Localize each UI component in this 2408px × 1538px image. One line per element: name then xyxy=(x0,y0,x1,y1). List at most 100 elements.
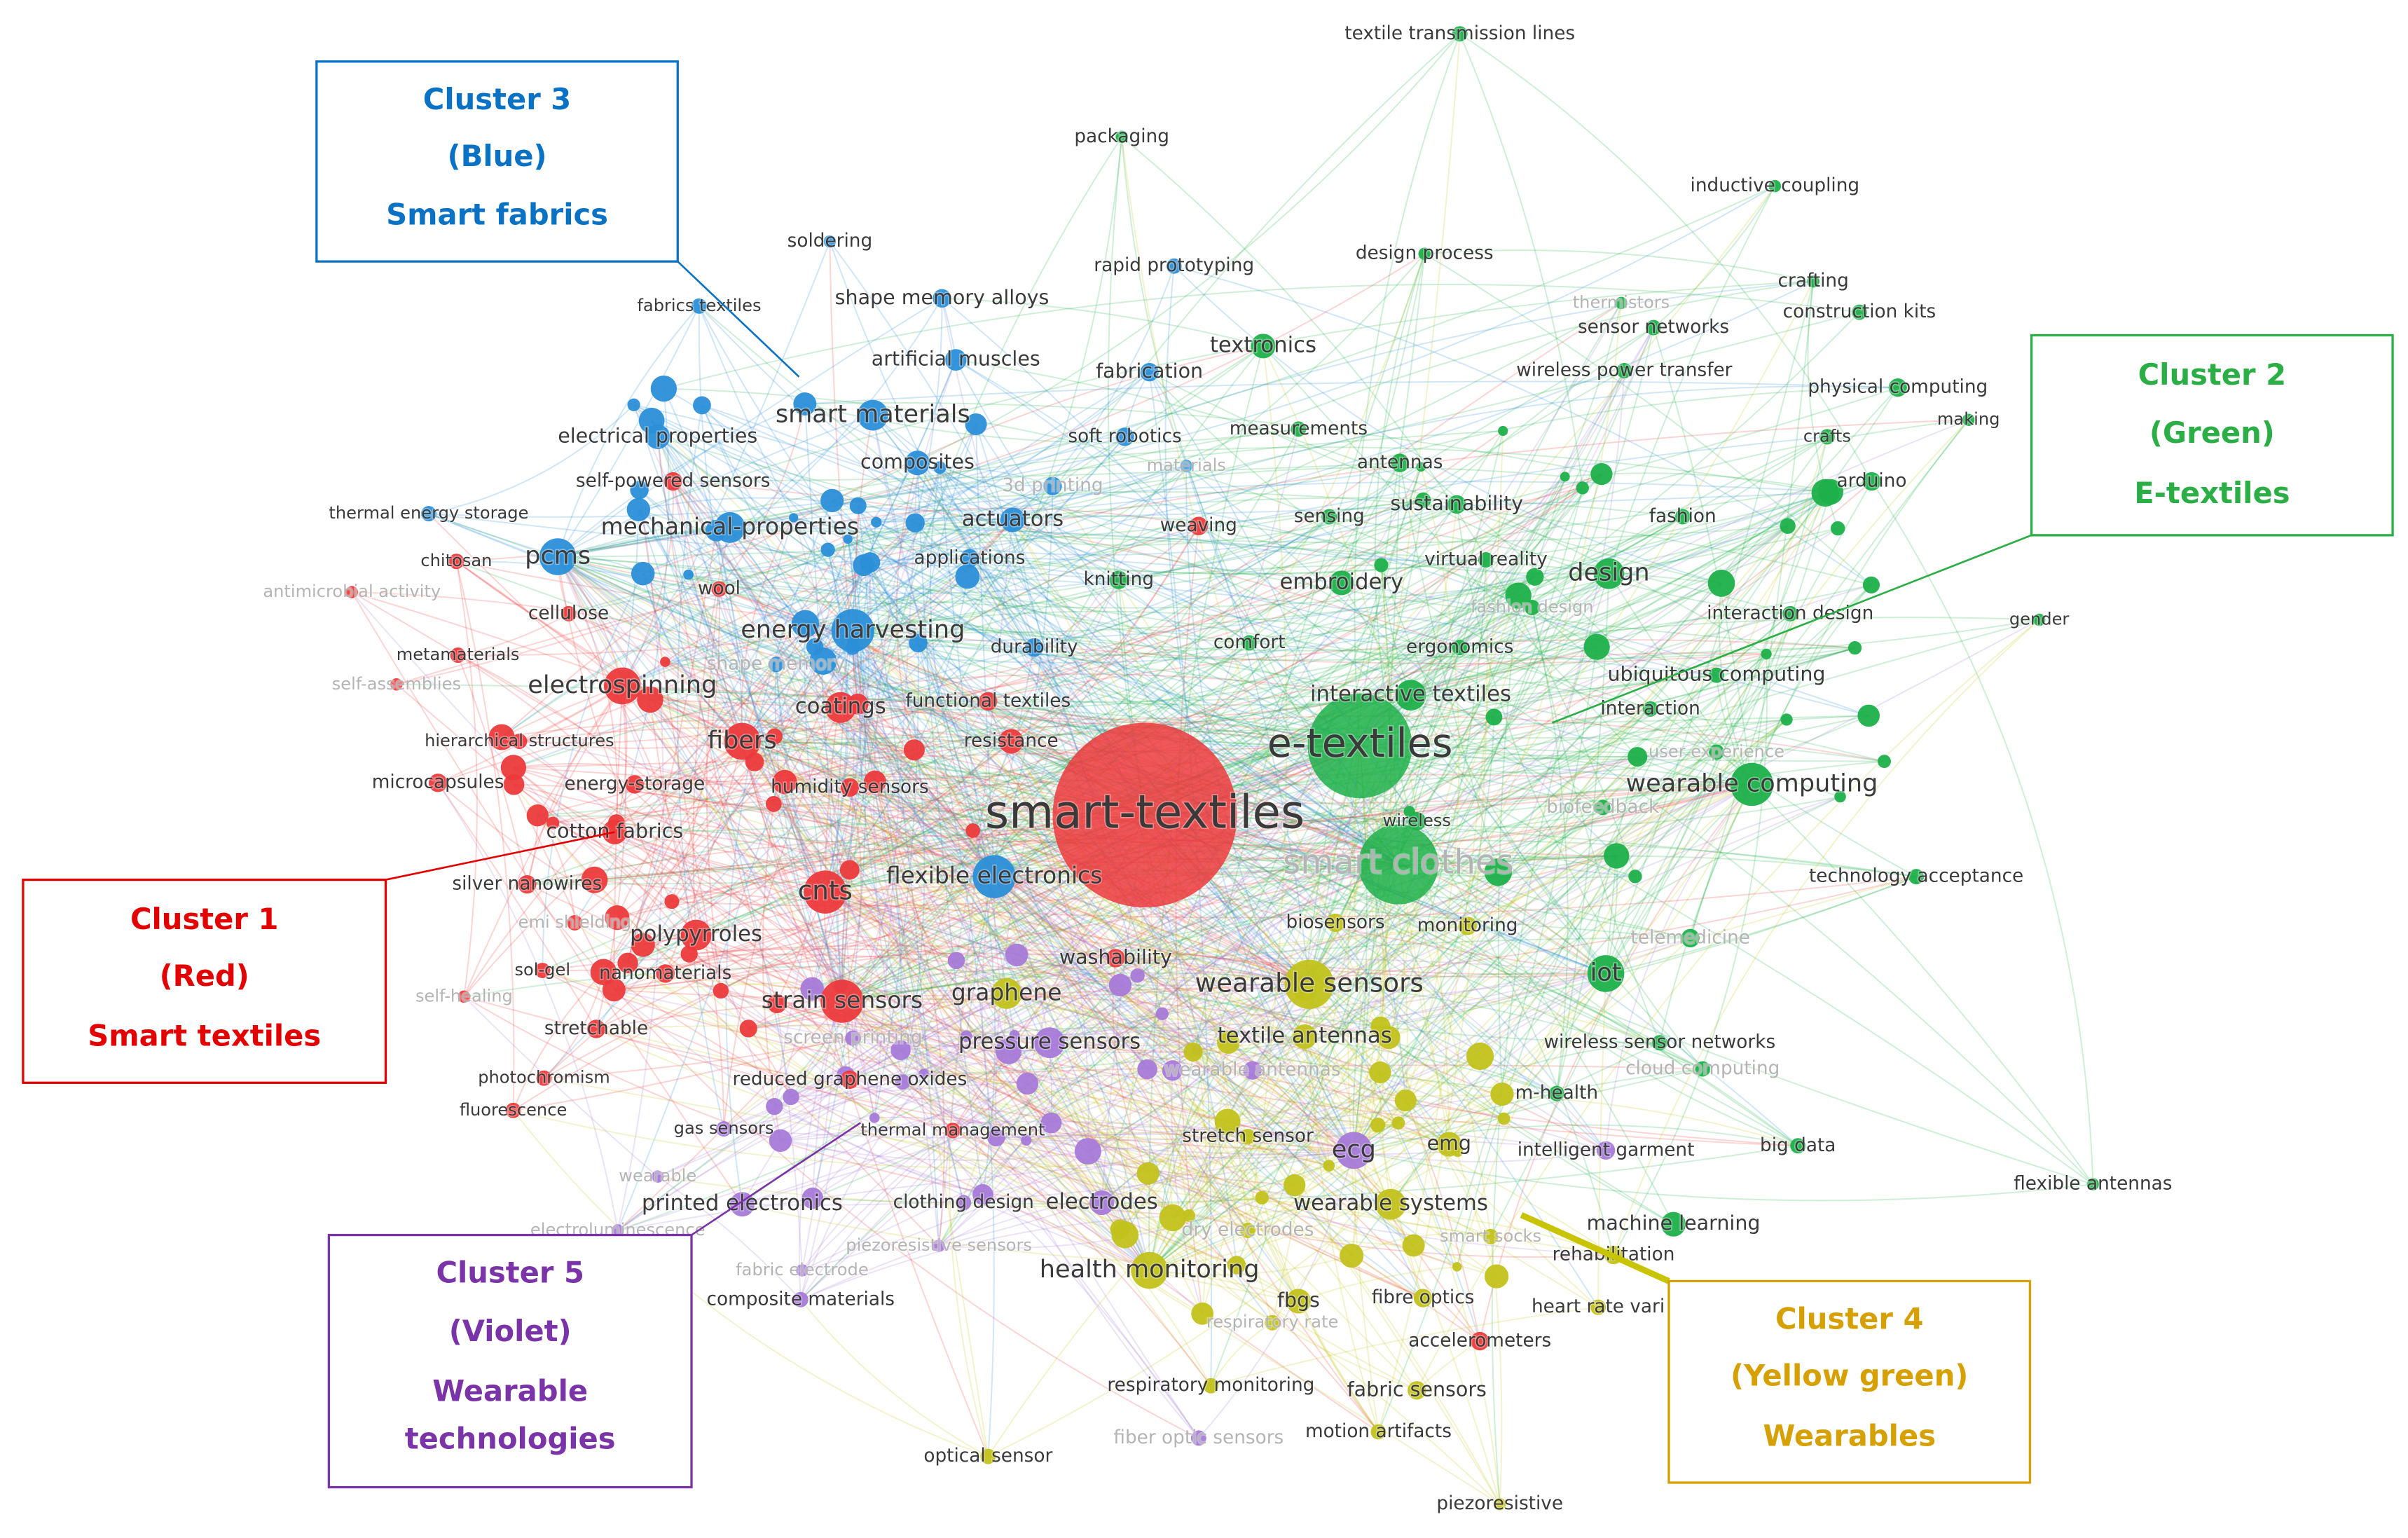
edge xyxy=(1658,784,1753,1043)
node xyxy=(1074,1138,1101,1165)
edge xyxy=(939,467,1015,1036)
node xyxy=(428,774,448,792)
edge xyxy=(1390,419,1969,1205)
node-label: making xyxy=(1937,409,2000,429)
edge xyxy=(996,708,1651,1139)
node-label: piezoresistive sensors xyxy=(846,1235,1032,1255)
edge xyxy=(1149,653,1767,1271)
edge xyxy=(657,745,1361,1178)
node xyxy=(972,855,1016,898)
edge xyxy=(723,993,1007,1130)
edge xyxy=(841,619,2039,1002)
edge xyxy=(542,745,1361,972)
edge xyxy=(651,420,1354,1151)
node xyxy=(1155,1007,1169,1020)
edge xyxy=(1026,1132,1330,1167)
edge xyxy=(1424,249,1814,282)
node xyxy=(1490,1082,1514,1106)
edge xyxy=(638,489,826,893)
node-label: soft robotics xyxy=(1068,426,1181,447)
edge xyxy=(617,1049,902,1231)
node xyxy=(1908,869,1925,885)
edge xyxy=(780,1083,1028,1141)
edge xyxy=(1148,796,1841,1271)
node xyxy=(651,1170,664,1183)
edge xyxy=(874,1116,1089,1152)
edge xyxy=(825,891,1424,1299)
edge xyxy=(501,345,1264,738)
node xyxy=(933,461,947,474)
cluster-box xyxy=(22,878,387,1084)
edge xyxy=(544,863,1399,1079)
edge xyxy=(614,925,1468,991)
node xyxy=(1370,1118,1386,1133)
node xyxy=(871,516,882,528)
edge xyxy=(801,984,1310,1272)
edge xyxy=(874,756,1638,1119)
edge xyxy=(996,1137,1458,1155)
edge xyxy=(1010,487,1583,742)
edge xyxy=(1192,1051,1391,1205)
edge xyxy=(671,741,1012,902)
node xyxy=(630,481,649,500)
edge xyxy=(917,462,1607,975)
edge xyxy=(1174,265,1872,586)
node xyxy=(560,605,577,622)
edge xyxy=(437,673,1494,784)
node xyxy=(944,1122,961,1139)
edge xyxy=(455,561,478,997)
edge xyxy=(696,934,1798,1147)
node-label: optical sensor xyxy=(923,1446,1052,1467)
node-label: design xyxy=(1568,558,1649,587)
edge xyxy=(519,726,1399,865)
edge xyxy=(537,815,576,924)
node xyxy=(1962,413,1975,427)
edge xyxy=(742,646,1597,744)
node xyxy=(1646,320,1662,336)
node xyxy=(1394,1089,1417,1112)
edge xyxy=(793,517,1399,865)
nodes xyxy=(345,26,2100,1511)
node xyxy=(1214,1108,1241,1135)
node-label: m-health xyxy=(1515,1083,1598,1104)
edge xyxy=(952,745,1361,1131)
node xyxy=(1089,1190,1115,1216)
node-label: iot xyxy=(1590,958,1622,987)
edge xyxy=(1605,783,1753,1151)
node-label: cnts xyxy=(798,875,853,906)
node xyxy=(1493,1497,1506,1511)
edge xyxy=(512,971,605,1111)
edge xyxy=(1653,327,1753,785)
edge xyxy=(699,305,1310,985)
edge xyxy=(841,428,1300,1002)
node xyxy=(631,561,655,586)
edge xyxy=(664,741,743,974)
edge xyxy=(814,253,1425,648)
node-label: composite materials xyxy=(707,1289,895,1310)
cluster-text: (Violet) xyxy=(449,1314,572,1348)
edge xyxy=(1087,973,1607,1153)
node-label: clothing design xyxy=(893,1192,1034,1213)
node xyxy=(823,235,837,248)
node xyxy=(991,978,1022,1009)
edge xyxy=(1033,647,1505,1120)
edge xyxy=(1304,281,1815,1038)
edge xyxy=(1340,253,1426,584)
node xyxy=(714,511,745,543)
node xyxy=(1339,1243,1364,1268)
node xyxy=(995,1038,1022,1064)
node xyxy=(1452,26,1468,42)
edge xyxy=(987,701,1380,1433)
edge xyxy=(773,803,1010,1052)
edge xyxy=(825,891,1354,1151)
node xyxy=(420,506,436,522)
edge xyxy=(1136,708,1651,977)
edge xyxy=(455,561,515,1111)
node xyxy=(567,915,583,931)
edge xyxy=(852,630,965,1203)
edge xyxy=(501,428,1299,738)
node xyxy=(1180,460,1193,472)
cluster-text: Cluster 5 xyxy=(436,1256,584,1290)
edge xyxy=(845,993,1007,1076)
node xyxy=(1203,1378,1219,1394)
